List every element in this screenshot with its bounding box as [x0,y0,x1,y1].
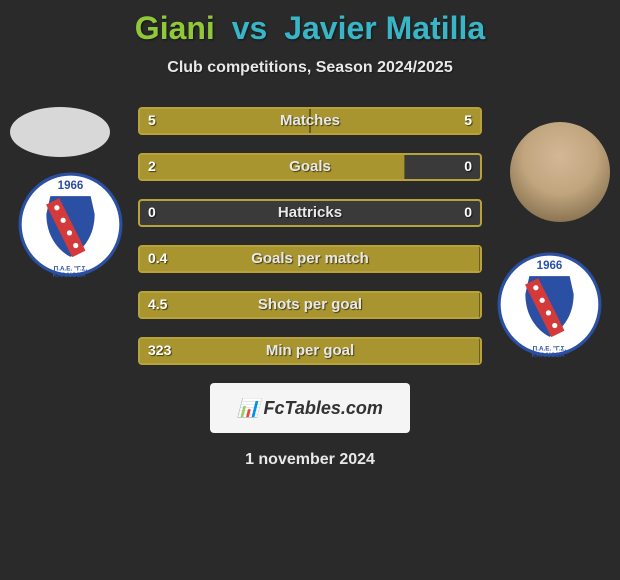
stat-value-left: 4.5 [148,296,167,312]
comparison-title: Giani vs Javier Matilla [0,0,620,47]
stat-label: Goals per match [140,250,480,267]
stat-row: Goals2 0 [138,153,482,181]
svg-text:ΚΑΛΛΙΘΕΑ": ΚΑΛΛΙΘΕΑ" [532,352,568,357]
subtitle: Club competitions, Season 2024/2025 [0,59,620,77]
stat-row: Matches5 5 [138,107,482,135]
brand-icon: 📊 [237,398,259,419]
stat-value-left: 323 [148,342,171,358]
stat-label: Min per goal [140,342,480,359]
stat-value-left: 5 [148,112,156,128]
stat-value-right: 0 [464,158,472,174]
stat-value-right: 5 [464,112,472,128]
player2-face [510,122,610,222]
footer-date: 1 november 2024 [10,451,610,469]
stat-label: Goals [140,158,480,175]
player2-avatar [510,122,610,222]
stat-label: Hattricks [140,204,480,221]
stat-row: Goals per match0.4 [138,245,482,273]
stat-bars: Matches55Goals20Hattricks00Goals per mat… [138,107,482,365]
player1-avatar [10,107,110,157]
stat-value-left: 0.4 [148,250,167,266]
stat-value-left: 2 [148,158,156,174]
stat-row: Hattricks0 0 [138,199,482,227]
stat-value-right: 0 [464,204,472,220]
brand-badge: 📊 FcTables.com [210,383,410,433]
svg-text:1966: 1966 [537,260,563,272]
vs-label: vs [232,10,268,46]
player2-name: Javier Matilla [284,10,485,46]
content-area: 1966 Π.Α.Ε. "Γ.Σ. ΚΑΛΛΙΘΕΑ" 1966 Π.Α.Ε. … [0,107,620,469]
player1-name: Giani [135,10,215,46]
stat-value-left: 0 [148,204,156,220]
stat-row: Shots per goal4.5 [138,291,482,319]
brand-text: FcTables.com [264,398,383,419]
player2-club-logo: 1966 Π.Α.Ε. "Γ.Σ. ΚΑΛΛΙΘΕΑ" [497,252,602,357]
svg-text:1966: 1966 [58,180,84,192]
stat-label: Shots per goal [140,296,480,313]
svg-text:ΚΑΛΛΙΘΕΑ": ΚΑΛΛΙΘΕΑ" [53,272,89,277]
stat-label: Matches [140,112,480,129]
player1-club-logo: 1966 Π.Α.Ε. "Γ.Σ. ΚΑΛΛΙΘΕΑ" [18,172,123,277]
stat-row: Min per goal323 [138,337,482,365]
